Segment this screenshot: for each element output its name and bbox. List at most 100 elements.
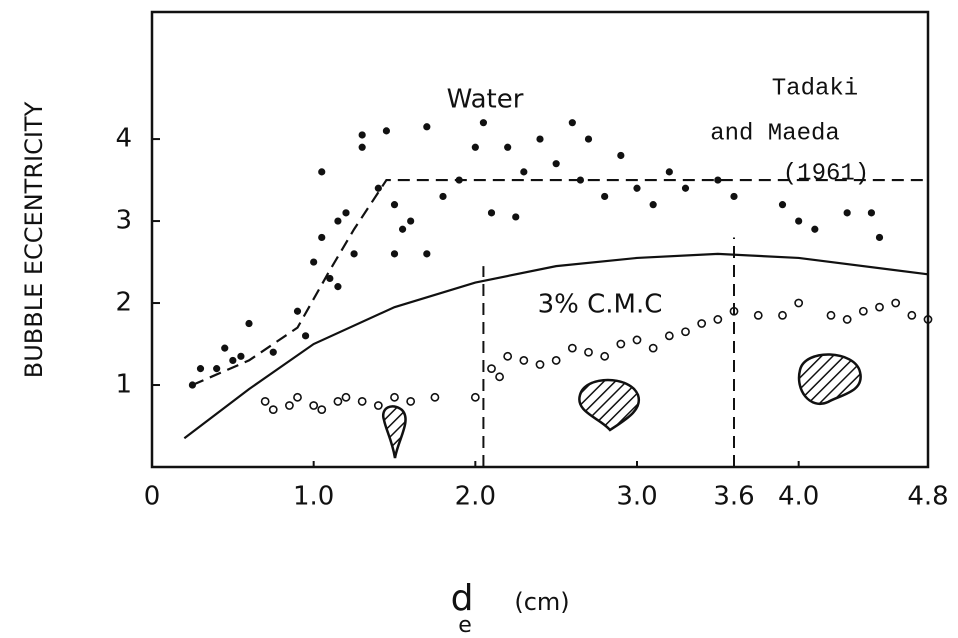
cmc-point: [503, 351, 513, 361]
water-point: [350, 250, 358, 258]
water-point: [601, 192, 609, 201]
water-point: [479, 119, 488, 127]
water-point: [342, 209, 350, 217]
cmc-point: [285, 401, 294, 410]
water-point: [229, 356, 237, 365]
water-point: [318, 233, 326, 242]
water-point: [390, 250, 399, 258]
water-point: [536, 135, 544, 143]
cmc-point: [535, 360, 545, 369]
water-point: [681, 184, 690, 192]
cmc-point: [293, 392, 302, 402]
annotation: Water: [447, 85, 524, 115]
water-point: [407, 217, 415, 225]
y-tick-label: 1: [115, 370, 132, 400]
water-point: [358, 143, 366, 151]
x-axis-label: d: [451, 578, 474, 619]
cmc-point: [697, 319, 707, 328]
x-tick-label: 2.0: [455, 482, 496, 512]
water-point: [649, 201, 657, 209]
cmc-point: [495, 372, 504, 382]
water-point: [512, 213, 520, 221]
water-point: [237, 352, 245, 360]
water-point: [576, 176, 585, 184]
water-point: [568, 119, 576, 127]
x-tick-label: 4.0: [778, 482, 819, 512]
cmc-point: [891, 298, 901, 308]
cmc-point: [713, 315, 723, 324]
water-point: [439, 192, 447, 201]
plot-frame: [150, 10, 930, 469]
cmc-point: [907, 310, 917, 320]
water-point: [778, 201, 787, 209]
y-axis-label: BUBBLE ECCENTRICITY: [20, 101, 48, 378]
water-point: [455, 176, 463, 184]
water-point: [374, 184, 382, 192]
water-point: [245, 319, 253, 328]
water-point: [269, 348, 277, 356]
water-point: [196, 365, 205, 373]
cmc-point: [309, 401, 319, 410]
water-point: [221, 344, 229, 352]
water-point: [382, 127, 391, 135]
cmc-point: [753, 310, 763, 320]
cmc-point: [584, 347, 593, 357]
water-point: [811, 225, 819, 233]
water-point: [358, 131, 366, 139]
x-tick-label: 0: [144, 482, 161, 512]
water-point: [334, 217, 342, 225]
cmc-point: [260, 397, 270, 406]
cmc-point: [923, 315, 933, 324]
cmc-point: [616, 339, 626, 349]
cmc-point: [632, 335, 642, 345]
cmc-point: [373, 401, 383, 410]
cmc-point: [664, 331, 674, 341]
cmc-point: [357, 397, 367, 406]
cmc-point: [567, 343, 577, 353]
annotation: Tadaki: [772, 75, 858, 102]
cmc-point: [430, 392, 440, 402]
y-tick-label: 4: [115, 124, 132, 154]
cmc-point: [648, 343, 658, 353]
x-tick-label: 4.8: [907, 482, 948, 512]
y-tick-label: 3: [115, 206, 132, 236]
y-tick-label: 2: [115, 288, 132, 318]
water-point: [390, 201, 399, 209]
water-point: [310, 258, 318, 266]
water-point: [795, 217, 803, 225]
water-point: [188, 381, 197, 389]
water-point: [334, 283, 342, 291]
cmc-point: [681, 327, 690, 337]
water-point: [398, 225, 407, 233]
water-point: [875, 233, 884, 242]
dashed-curve: [191, 178, 928, 387]
annotation: and Maeda: [710, 120, 840, 147]
water-point: [617, 151, 625, 160]
cmc-point: [875, 302, 884, 312]
x-tick-label: 3.6: [713, 482, 754, 512]
water-point: [843, 209, 851, 217]
cmc-point: [519, 356, 529, 365]
cmc-point: [794, 298, 804, 308]
water-point: [504, 143, 512, 151]
water-point: [471, 143, 479, 151]
water-point: [423, 250, 431, 258]
cmc-point: [600, 351, 610, 361]
solid-curve: [183, 252, 929, 440]
x-axis-unit: (cm): [514, 588, 569, 616]
water-point: [633, 184, 641, 192]
water-point: [584, 135, 593, 143]
cmc-point: [390, 392, 399, 402]
x-tick-label: 3.0: [616, 482, 657, 512]
cmc-point: [487, 364, 496, 374]
annotation: 3% C.M.C: [538, 290, 663, 320]
cmc-point: [842, 315, 852, 324]
water-point: [552, 160, 560, 168]
x-tick-label: 1.0: [293, 482, 334, 512]
water-point: [326, 274, 334, 283]
water-point: [318, 168, 326, 176]
cmc-point: [778, 310, 787, 320]
cmc-point: [317, 405, 327, 415]
water-point: [665, 168, 673, 176]
